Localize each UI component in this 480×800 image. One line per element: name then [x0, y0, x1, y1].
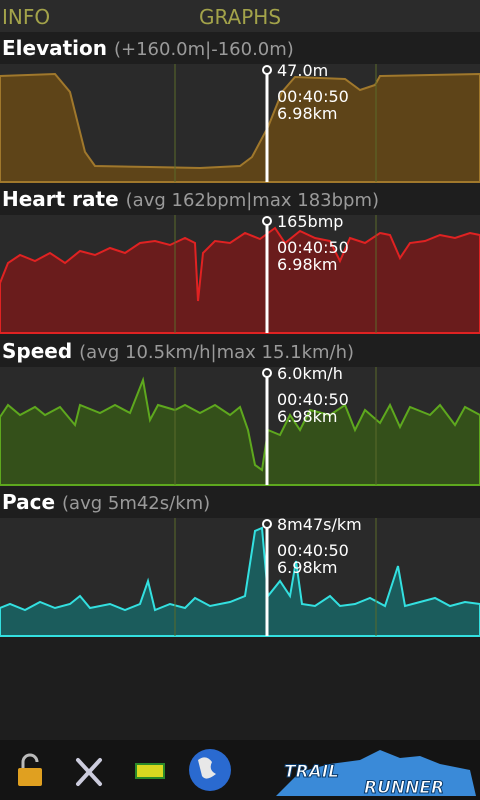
cursor-time: 00:40:50	[277, 87, 349, 106]
ruler-icon[interactable]	[135, 763, 165, 779]
cursor-distance: 6.98km	[277, 407, 337, 426]
logo: TRAIL RUNNER	[276, 750, 476, 799]
cursor-value: 6.0km/h	[277, 364, 343, 383]
cursor-dot	[262, 216, 272, 226]
cursor-value: 8m47s/km	[277, 515, 362, 534]
graph-title: Pace (avg 5m42s/km)	[2, 490, 210, 514]
cursor-time: 00:40:50	[277, 541, 349, 560]
graph-title: Elevation (+160.0m|-160.0m)	[2, 36, 294, 60]
graph-name: Elevation	[2, 36, 107, 60]
cursor-distance: 6.98km	[277, 255, 337, 274]
pace-panel: Pace (avg 5m42s/km) 8m47s/km 00:40:506.98…	[0, 490, 480, 637]
cursor-distance: 6.98km	[277, 558, 337, 577]
cursor-dot	[262, 519, 272, 529]
elevation-panel: Elevation (+160.0m|-160.0m) 47.0m 00:40:5…	[0, 36, 480, 183]
tab-graphs[interactable]: GRAPHS	[199, 5, 281, 29]
cursor-value: 165bmp	[277, 212, 343, 231]
pace-curve	[0, 526, 480, 637]
elevation-curve	[0, 72, 480, 183]
logo-trail: TRAIL	[284, 762, 339, 782]
graph-title: Speed (avg 10.5km/h|max 15.1km/h)	[2, 339, 354, 363]
cursor-time: 00:40:50	[277, 390, 349, 409]
graph-summary: (avg 10.5km/h|max 15.1km/h)	[79, 342, 354, 363]
cursor-time: 00:40:50	[277, 238, 349, 257]
graphs: Elevation (+160.0m|-160.0m) 47.0m 00:40:5…	[0, 36, 480, 637]
settings-icon[interactable]	[76, 758, 102, 786]
speed-curve	[0, 376, 480, 486]
tab-bar	[0, 0, 480, 32]
graph-summary: (+160.0m|-160.0m)	[114, 39, 294, 60]
graph-name: Pace	[2, 490, 55, 514]
speed-panel: Speed (avg 10.5km/h|max 15.1km/h) 6.0km/…	[0, 339, 480, 486]
cursor-distance: 6.98km	[277, 104, 337, 123]
graph-title: Heart rate (avg 162bpm|max 183bpm)	[2, 187, 379, 211]
graph-summary: (avg 162bpm|max 183bpm)	[126, 190, 379, 211]
cursor-value: 47.0m	[277, 61, 328, 80]
graph-name: Speed	[2, 339, 72, 363]
logo-runner: RUNNER	[364, 778, 444, 798]
heart-rate-curve	[0, 226, 480, 334]
graph-name: Heart rate	[2, 187, 119, 211]
tab-info[interactable]: INFO	[2, 5, 50, 29]
cursor-dot	[262, 65, 272, 75]
cursor-dot	[262, 368, 272, 378]
heart-rate-panel: Heart rate (avg 162bpm|max 183bpm) 165bm…	[0, 187, 480, 334]
graph-summary: (avg 5m42s/km)	[62, 493, 210, 514]
globe-icon[interactable]	[189, 749, 231, 791]
lock-icon[interactable]	[18, 753, 42, 786]
